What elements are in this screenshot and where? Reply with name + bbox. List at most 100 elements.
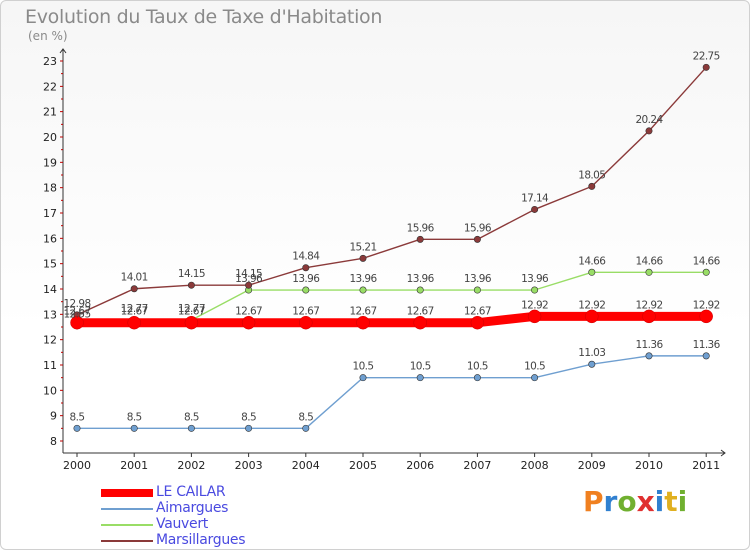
y-tick-label: 16 <box>43 232 57 245</box>
data-point <box>245 424 253 432</box>
data-label: 12.67 <box>63 306 90 318</box>
data-label: 12.77 <box>178 303 205 315</box>
legend-swatch-aimargues <box>101 508 153 510</box>
data-point <box>359 254 367 262</box>
y-tick-label: 13 <box>43 308 57 321</box>
data-point <box>527 309 542 324</box>
data-label: 15.96 <box>407 222 435 234</box>
logo-letter: i <box>677 485 688 518</box>
series-line-marsillargues <box>76 66 707 316</box>
legend-label: Aimargues <box>156 500 229 516</box>
data-point <box>702 63 710 71</box>
data-label: 13.96 <box>235 273 263 285</box>
data-point <box>130 424 138 432</box>
data-label: 14.66 <box>693 255 721 267</box>
data-label: 8.5 <box>70 411 85 423</box>
data-label: 12.67 <box>178 306 205 318</box>
legend-swatch-vauvert <box>101 524 153 526</box>
legend-swatch-marsillargues <box>101 540 153 542</box>
x-tick-label: 2007 <box>463 459 491 472</box>
data-label: 8.5 <box>184 411 199 423</box>
x-axis-arrow <box>720 449 726 457</box>
y-tick-label: 8 <box>50 435 57 448</box>
legend-item-aimargues: Aimargues <box>101 500 301 517</box>
data-point <box>645 352 653 360</box>
x-tick-label: 2002 <box>177 459 205 472</box>
data-point <box>416 235 424 243</box>
data-point <box>70 315 84 330</box>
data-point <box>531 205 539 213</box>
legend-label: Vauvert <box>156 516 208 532</box>
data-point <box>413 315 427 330</box>
y-tick-label: 14 <box>43 283 57 296</box>
data-point <box>356 315 370 330</box>
data-point <box>588 182 596 190</box>
data-label: 8.5 <box>241 411 256 423</box>
data-point <box>531 286 539 294</box>
y-tick-label: 21 <box>43 106 57 119</box>
data-label: 11.03 <box>578 347 605 359</box>
data-label: 14.15 <box>178 268 205 280</box>
y-axis-unit: (en %) <box>28 29 68 43</box>
data-point <box>585 309 599 324</box>
data-point <box>73 424 81 432</box>
data-label: 12.98 <box>63 298 90 310</box>
logo-letter: t <box>664 485 678 518</box>
data-point <box>642 309 656 324</box>
x-tick-label: 2011 <box>692 459 720 472</box>
data-point <box>470 315 485 330</box>
y-tick-label: 17 <box>43 207 57 220</box>
data-label: 14.66 <box>635 255 663 267</box>
data-point <box>187 281 195 289</box>
data-label: 11.36 <box>693 339 721 351</box>
data-label: 10.5 <box>524 361 545 373</box>
data-point <box>416 286 424 294</box>
data-label: 12.92 <box>635 299 662 311</box>
y-tick-label: 9 <box>50 410 57 423</box>
chart-title: Evolution du Taux de Taxe d'Habitation <box>25 6 383 28</box>
data-label: 8.5 <box>127 411 142 423</box>
data-label: 12.55 <box>63 309 90 321</box>
x-tick-label: 2010 <box>635 459 663 472</box>
data-point <box>127 315 141 330</box>
data-label: 12.67 <box>407 306 434 318</box>
legend-label: Marsillargues <box>156 532 246 548</box>
data-point <box>645 268 653 276</box>
data-label: 15.21 <box>349 241 376 253</box>
data-point <box>302 424 310 432</box>
data-label: 12.92 <box>578 299 605 311</box>
y-tick-label: 19 <box>43 156 57 169</box>
data-point <box>359 286 367 294</box>
data-label: 12.92 <box>521 299 548 311</box>
data-label: 14.66 <box>578 255 606 267</box>
data-point <box>699 309 713 324</box>
legend-swatch-le-cailar <box>101 489 153 497</box>
data-point <box>588 268 596 276</box>
data-label: 8.5 <box>298 411 313 423</box>
x-tick-label: 2003 <box>235 459 263 472</box>
data-label: 12.67 <box>235 306 262 318</box>
logo-letter: i <box>654 485 665 518</box>
data-label: 15.96 <box>464 222 492 234</box>
data-label: 18.05 <box>578 169 605 181</box>
data-label: 13.96 <box>349 273 377 285</box>
data-label: 10.5 <box>353 361 374 373</box>
y-tick-label: 12 <box>43 334 57 347</box>
series-line-aimargues <box>76 355 707 430</box>
series-line-le-cailar <box>72 311 711 328</box>
data-point <box>245 281 253 289</box>
data-label: 13.96 <box>407 273 435 285</box>
logo-letter: P <box>583 485 604 518</box>
y-axis-arrow <box>59 48 67 54</box>
data-point <box>130 285 138 293</box>
x-tick-label: 2009 <box>578 459 606 472</box>
x-tick-label: 2004 <box>292 459 320 472</box>
data-point <box>416 374 424 382</box>
y-tick-label: 11 <box>43 359 57 372</box>
data-label: 12.67 <box>121 306 148 318</box>
y-tick-label: 23 <box>43 55 57 68</box>
x-tick-label: 2006 <box>406 459 434 472</box>
data-point <box>187 424 195 432</box>
x-tick-label: 2001 <box>120 459 148 472</box>
